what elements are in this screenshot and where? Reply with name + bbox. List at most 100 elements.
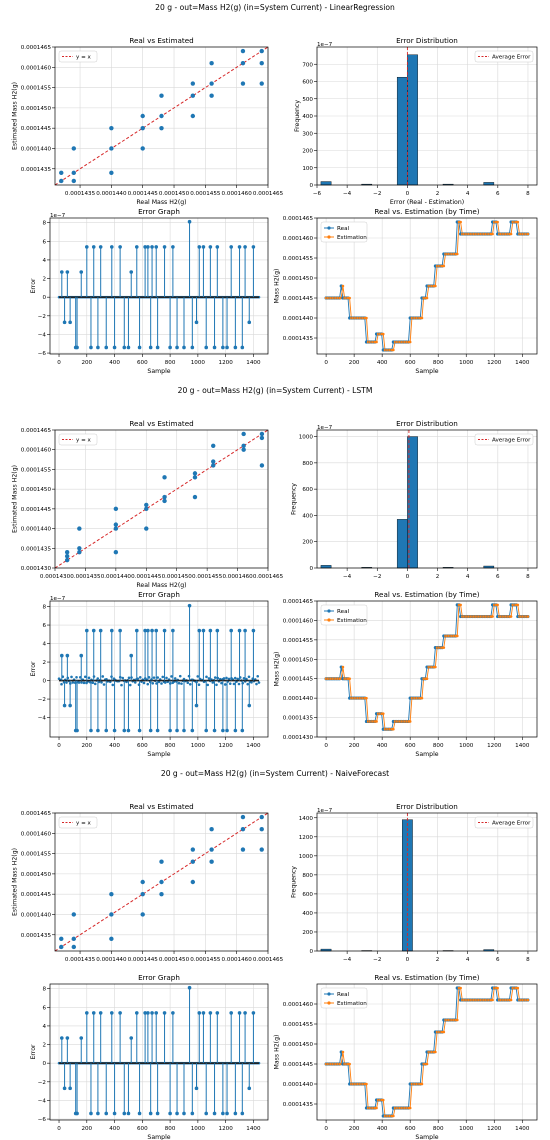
- histogram-bar: [407, 54, 418, 186]
- x-tick-label: 0.0001465: [253, 191, 284, 197]
- x-tick-label: 2: [436, 191, 440, 197]
- error-stem-marker: [60, 1036, 64, 1040]
- x-tick-label: 2: [436, 574, 440, 580]
- plot-frame: [316, 983, 538, 1121]
- y-tick-label: 0.0001435: [283, 336, 314, 342]
- figure-section: 20 g - out=Mass H2(g) (in=System Current…: [11, 3, 538, 375]
- error-marker: [87, 676, 91, 680]
- estimation-marker: [375, 340, 378, 344]
- y-tick-label: 0.0001440: [21, 146, 52, 152]
- y-tick-label: 0.0001430: [283, 735, 314, 741]
- y-tick-label: 0: [309, 949, 313, 955]
- estimation-marker: [496, 220, 499, 224]
- estimation-marker: [516, 986, 520, 990]
- scatter-point: [77, 546, 82, 551]
- plot-area: [55, 47, 268, 185]
- error-stem-marker: [89, 1111, 93, 1116]
- estimation-marker: [381, 712, 385, 715]
- error-stem-marker: [225, 1111, 229, 1116]
- scatter-point: [59, 944, 64, 950]
- error-stem-marker: [204, 1111, 209, 1116]
- estimation-marker: [392, 1114, 395, 1118]
- error-stem-marker: [171, 628, 175, 633]
- scatter-point: [259, 81, 264, 86]
- y-tick-label: 0: [42, 295, 46, 301]
- y-tick-label: −6: [38, 1117, 47, 1123]
- x-tick-label: 0.0001450: [159, 957, 190, 963]
- x-tick-label: 800: [165, 743, 176, 749]
- scatter-point: [144, 506, 149, 512]
- x-tick-label: 0.0001430: [40, 574, 71, 580]
- error-stem-marker: [75, 728, 79, 733]
- y-tick-label: 1000: [299, 854, 314, 860]
- y-tick-label: 0.0001460: [21, 831, 52, 837]
- histogram-bar: [320, 181, 332, 186]
- error-graph-title: Error Graph: [138, 590, 180, 599]
- error-stem-marker: [187, 603, 192, 608]
- error-marker: [232, 682, 236, 686]
- error-marker: [173, 677, 177, 680]
- x-tick-label: 0: [406, 957, 410, 963]
- x-tick-label: 400: [377, 743, 388, 749]
- y-tick-label: −4: [38, 716, 47, 722]
- error-stem-marker: [229, 245, 234, 249]
- error-stem-marker: [247, 703, 252, 708]
- estimation-marker: [348, 1062, 351, 1066]
- scatter-point: [71, 912, 76, 917]
- scatter-point: [144, 526, 149, 531]
- x-tick-label: 8: [526, 957, 530, 963]
- x-tick-label: 400: [377, 1126, 388, 1132]
- error-stem-marker: [84, 628, 89, 633]
- error-stem-marker: [137, 1111, 142, 1116]
- plot-area: [55, 813, 268, 951]
- error-graph-ylabel: Error: [30, 278, 37, 294]
- scatter-point: [59, 170, 64, 176]
- error-stem-marker: [162, 628, 167, 633]
- error-stem-marker: [112, 345, 117, 350]
- y-equals-x-line: [55, 430, 268, 568]
- x-tick-label: 0: [57, 743, 61, 749]
- scatter-point: [109, 170, 114, 176]
- error-graph-xlabel: Sample: [147, 751, 170, 758]
- error-marker: [127, 676, 131, 680]
- error-graph-title: Error Graph: [138, 973, 180, 982]
- y-tick-label: −4: [38, 332, 47, 338]
- y-tick-label: 700: [302, 62, 313, 68]
- error-stem-marker: [212, 345, 217, 350]
- error-marker: [215, 683, 218, 687]
- x-tick-label: 0: [324, 1126, 328, 1132]
- legend-label: Real: [337, 226, 350, 232]
- scatter-point: [259, 827, 264, 832]
- x-tick-label: 1200: [487, 1126, 502, 1132]
- error-stem-marker: [171, 1011, 175, 1015]
- y-tick-label: 0.0001445: [21, 892, 52, 898]
- legend-box: [474, 816, 534, 829]
- scatter-point: [211, 459, 216, 464]
- error-stem-marker: [104, 1111, 109, 1116]
- time-series-ylabel: Mass H2(g): [273, 1035, 280, 1070]
- error-stem-marker: [89, 728, 93, 733]
- error-marker: [255, 682, 258, 686]
- error-graph-ylabel: Error: [30, 661, 37, 677]
- histogram-xlabel: Error (Real - Estimation): [390, 199, 464, 206]
- plot-frame: [316, 46, 538, 186]
- scatter-point: [190, 81, 196, 86]
- legend: Real Estimation: [320, 221, 368, 243]
- error-stem-marker: [154, 628, 159, 633]
- error-stem-marker: [137, 345, 142, 350]
- error-stem-marker: [168, 345, 172, 350]
- estimation-marker: [526, 998, 530, 1002]
- y-tick-label: 8: [42, 605, 46, 611]
- error-stem-marker: [129, 1036, 134, 1040]
- error-marker: [156, 676, 160, 679]
- y-tick-label: 400: [302, 114, 313, 120]
- estimation-marker: [459, 986, 462, 990]
- legend-marker: [327, 235, 331, 239]
- error-stem-marker: [187, 985, 192, 990]
- scatter-point: [140, 113, 145, 119]
- error-stem-marker: [212, 728, 217, 733]
- error-stem-marker: [62, 320, 67, 325]
- y-tick-label: 0.0001455: [21, 86, 52, 92]
- y-tick-label: 0: [42, 1061, 46, 1067]
- estimation-marker: [375, 1106, 378, 1110]
